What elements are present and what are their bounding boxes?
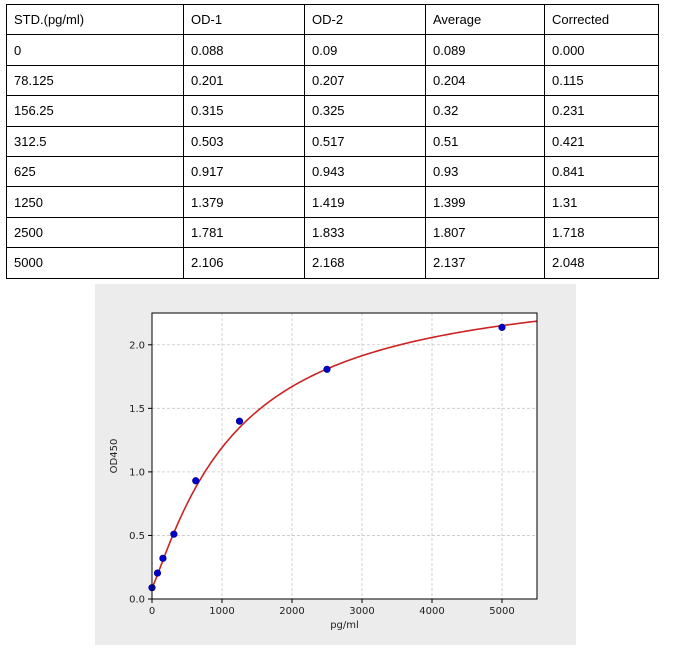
table-row: 625 0.917 0.943 0.93 0.841 (6, 155, 659, 188)
table-cell: 1.419 (304, 186, 426, 218)
table-cell: 0.943 (304, 155, 426, 188)
table-cell: 0.088 (183, 34, 305, 66)
table-header-row: STD.(pg/ml) OD-1 OD-2 Average Corrected (6, 3, 659, 36)
table-cell: 1.31 (544, 186, 659, 218)
table-cell: 2.048 (544, 247, 659, 279)
table-cell: 1.807 (425, 216, 545, 249)
x-tick-label: 3000 (349, 606, 374, 617)
table-cell: 2.137 (425, 247, 545, 279)
table-row: 156.25 0.315 0.325 0.32 0.231 (6, 95, 659, 127)
x-tick-label: 2000 (279, 606, 304, 617)
table-cell: 0.115 (544, 64, 659, 97)
table-row: 1250 1.379 1.419 1.399 1.31 (6, 186, 659, 218)
column-header: STD.(pg/ml) (6, 3, 184, 36)
column-header: Corrected (544, 3, 659, 36)
data-point (192, 477, 200, 485)
table-cell: 0.09 (304, 34, 426, 66)
axes-frame (151, 312, 538, 600)
table-cell: 0.503 (183, 125, 305, 157)
x-tick-label: 4000 (419, 606, 444, 617)
y-tick-label: 1.0 (129, 467, 145, 478)
table-cell: 0.000 (544, 34, 659, 66)
data-point (170, 530, 178, 538)
table-cell: 0.51 (425, 125, 545, 157)
table-cell: 0.841 (544, 155, 659, 188)
column-header: OD-1 (183, 3, 305, 36)
table-cell: 1250 (6, 186, 184, 218)
y-tick-label: 0.0 (129, 595, 145, 606)
table-row: 5000 2.106 2.168 2.137 2.048 (6, 247, 659, 279)
data-point (498, 323, 506, 331)
table-cell: 0.93 (425, 155, 545, 188)
x-tick-label: 1000 (209, 606, 234, 617)
table-cell: 0.204 (425, 64, 545, 97)
column-header: OD-2 (304, 3, 426, 36)
column-header: Average (425, 3, 545, 36)
data-point (159, 554, 167, 562)
table-cell: 0.917 (183, 155, 305, 188)
table-cell: 625 (6, 155, 184, 188)
plot-area (152, 313, 537, 599)
table-cell: 0.315 (183, 95, 305, 127)
y-tick-label: 1.5 (129, 404, 145, 415)
table-cell: 312.5 (6, 125, 184, 157)
x-axis-label: pg/ml (330, 620, 359, 631)
data-point (153, 569, 162, 577)
table-cell: 0.32 (425, 95, 545, 127)
table-cell: 1.718 (544, 216, 659, 249)
standard-curve-chart: 0 1000 2000 3000 4000 5000 0.0 0.5 1.0 1.5 2.0 pg/m… (109, 312, 538, 631)
table-cell: 5000 (6, 247, 184, 279)
table-cell: 78.125 (6, 64, 184, 97)
data-point (235, 417, 244, 425)
table-cell: 0.201 (183, 64, 305, 97)
chart-panel: 0 1000 2000 3000 4000 5000 0.0 0.5 1.0 1.5 2.0 pg/m… (95, 284, 576, 645)
table-cell: 0.517 (304, 125, 426, 157)
table-cell: 0.089 (425, 34, 545, 66)
fit-curve-line (151, 320, 538, 589)
table-cell: 0.325 (304, 95, 426, 127)
table-cell: 2500 (6, 216, 184, 249)
x-tick-label: 0 (149, 606, 155, 617)
table-cell: 1.781 (183, 216, 305, 249)
table-cell: 1.833 (304, 216, 426, 249)
table-cell: 2.168 (304, 247, 426, 279)
y-axis-label: OD450 (109, 439, 120, 474)
y-tick-label: 2.0 (129, 340, 145, 351)
table-cell: 0.421 (544, 125, 659, 157)
table-cell: 1.399 (425, 186, 545, 218)
table-cell: 156.25 (6, 95, 184, 127)
standard-table-container: STD.(pg/ml) OD-1 OD-2 Average Corrected … (6, 3, 659, 279)
table-cell: 0 (6, 34, 184, 66)
table-cell: 1.379 (183, 186, 305, 218)
table-cell: 2.106 (183, 247, 305, 279)
table-row: 0 0.088 0.09 0.089 0.000 (6, 34, 659, 66)
data-point (323, 365, 331, 373)
y-tick-label: 0.5 (129, 531, 145, 542)
x-tick-label: 5000 (489, 606, 514, 617)
table-cell: 0.231 (544, 95, 659, 127)
table-row: 78.125 0.201 0.207 0.204 0.115 (6, 64, 659, 97)
table-row: 2500 1.781 1.833 1.807 1.718 (6, 216, 659, 249)
standard-table: STD.(pg/ml) OD-1 OD-2 Average Corrected … (6, 3, 659, 279)
table-row: 312.5 0.503 0.517 0.51 0.421 (6, 125, 659, 157)
table-cell: 0.207 (304, 64, 426, 97)
